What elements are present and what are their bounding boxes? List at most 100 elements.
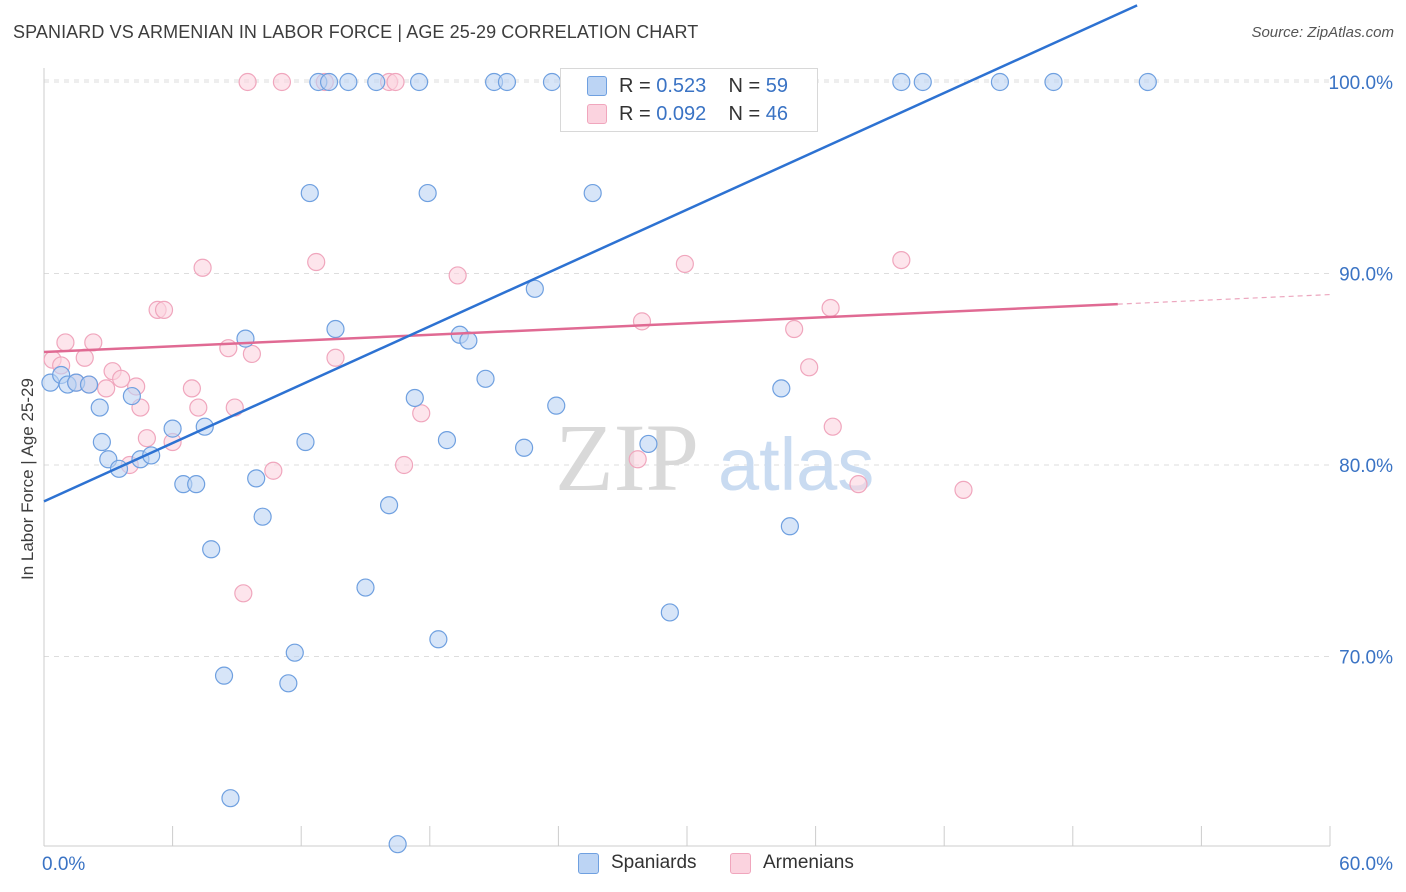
legend-swatch-spaniards [587,76,607,96]
point-spaniards-30 [339,72,358,92]
point-spaniards-36 [418,183,437,203]
point-spaniards-28 [326,319,345,339]
point-armenians-20 [219,339,238,358]
series-legend-label-armenians: Armenians [763,852,854,873]
point-armenians-4 [75,348,94,367]
point-armenians-18 [189,398,208,417]
point-spaniards-22 [279,674,298,693]
point-spaniards-48 [583,183,602,203]
point-armenians-31 [386,72,405,92]
legend-r-value-spaniards: 0.523 [656,75,707,97]
point-armenians-44 [823,417,842,436]
point-armenians-2 [56,333,75,352]
point-armenians-9 [112,369,131,388]
point-spaniards-51 [660,603,679,622]
point-armenians-42 [800,358,819,377]
point-spaniards-16 [202,540,221,559]
point-armenians-29 [326,348,345,367]
point-spaniards-14 [187,475,206,494]
point-spaniards-35 [409,72,429,92]
tick-labels: 70.0% 80.0% 90.0% 100.0% 0.0% 60.0% [42,73,1393,875]
point-spaniards-19 [236,329,255,348]
trend-lines [43,4,1331,503]
point-spaniards-12 [163,419,182,438]
point-armenians-15 [154,300,174,319]
source-label: Source: ZipAtlas.com [1251,24,1394,41]
legend-n-label: N = [728,75,761,97]
point-armenians-23 [238,72,257,92]
y-tick-label-100: 100.0% [1329,73,1394,94]
watermark: ZIP atlas [555,404,874,511]
point-armenians-19 [193,258,212,277]
point-spaniards-32 [379,496,399,515]
point-spaniards-44 [515,438,534,457]
point-spaniards-43 [497,72,517,92]
point-spaniards-50 [639,434,658,454]
point-armenians-26 [272,72,292,92]
point-spaniards-57 [1044,72,1063,92]
point-spaniards-41 [476,369,495,388]
point-spaniards-21 [253,507,272,526]
point-spaniards-34 [405,388,424,408]
point-spaniards-20 [247,469,266,488]
legend-r-label: R = [619,75,651,97]
point-spaniards-4 [79,375,99,394]
point-spaniards-56 [990,72,1010,92]
point-armenians-24 [242,344,262,364]
point-spaniards-6 [92,432,111,452]
point-armenians-46 [892,250,911,270]
point-spaniards-25 [300,183,319,203]
point-spaniards-33 [388,835,407,854]
point-spaniards-52 [772,379,791,398]
point-spaniards-37 [429,630,448,649]
legend-n-value-spaniards: 59 [765,75,789,97]
point-armenians-34 [448,266,467,285]
trend-line-armenians [43,302,1118,354]
point-armenians-32 [394,455,414,475]
axes [43,68,1331,847]
point-armenians-22 [234,584,253,603]
point-spaniards-46 [542,72,562,92]
point-spaniards-29 [356,578,375,597]
point-spaniards-23 [285,643,304,662]
gridlines [44,79,1330,657]
point-spaniards-53 [780,517,799,536]
point-armenians-37 [628,450,647,469]
series-legend-label-spaniards: Spaniards [611,852,697,873]
point-spaniards-54 [892,72,911,92]
watermark-atlas: atlas [718,423,874,506]
point-armenians-27 [307,252,326,272]
series-legend-swatch-armenians [730,853,751,874]
legend-swatch-armenians [587,104,607,124]
point-spaniards-31 [367,72,386,92]
point-spaniards-58 [1138,72,1157,92]
point-armenians-13 [137,429,156,448]
point-spaniards-24 [296,432,315,452]
point-armenians-33 [412,404,431,423]
trend-line-spaniards [43,4,1138,503]
trend-line-armenians-extension [1117,293,1331,305]
y-tick-label-80: 80.0% [1339,456,1393,477]
y-tick-label-70: 70.0% [1339,648,1393,669]
legend: R = 0.523 N = 59 R = 0.092 N = 46 [560,68,818,132]
watermark-zip: ZIP [555,404,699,511]
series-legend-swatch-spaniards [578,853,599,874]
point-spaniards-17 [214,666,234,685]
point-armenians-40 [675,254,694,274]
legend-r-label: R = [619,103,651,125]
point-armenians-7 [97,379,116,398]
y-tick-label-90: 90.0% [1339,265,1393,286]
point-armenians-25 [264,461,283,480]
point-armenians-43 [821,298,840,318]
x-tick-label-max: 60.0% [1339,854,1393,875]
point-spaniards-55 [913,72,932,92]
legend-n-value-armenians: 46 [765,103,789,125]
point-armenians-47 [954,480,973,499]
point-spaniards-38 [437,431,457,450]
legend-n-label: N = [728,103,761,125]
point-spaniards-5 [90,398,109,417]
legend-r-value-armenians: 0.092 [656,103,707,125]
series-armenians-points [43,72,973,603]
point-spaniards-45 [525,279,544,298]
